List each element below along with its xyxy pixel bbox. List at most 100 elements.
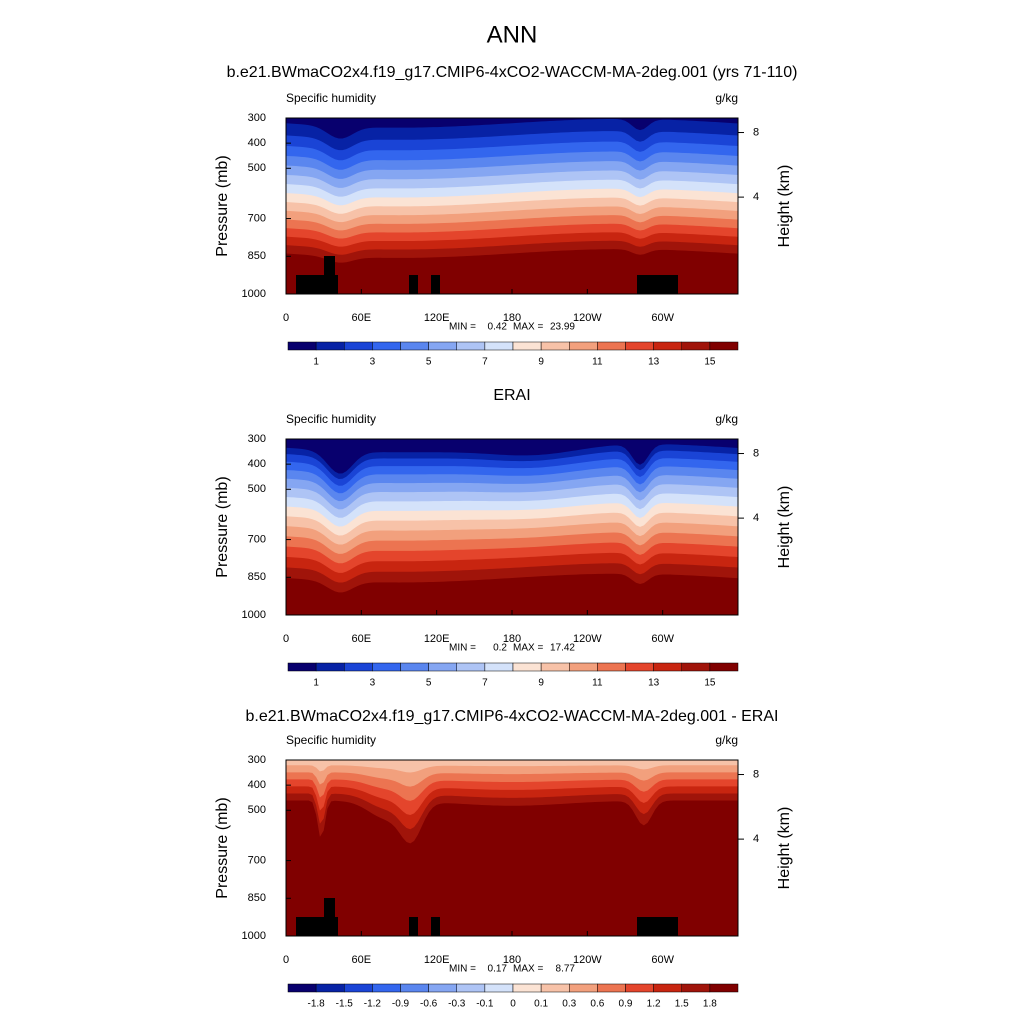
colorbar-label: 13 <box>648 678 660 689</box>
colorbar-box <box>372 662 401 672</box>
y2-axis-label: Height (km) <box>776 807 793 890</box>
min-value: 0.2 <box>493 643 507 654</box>
figure-title: ANN <box>487 21 538 48</box>
x-tick-label: 60W <box>651 633 674 645</box>
topography-mask <box>409 917 418 936</box>
colorbar-label: 5 <box>426 678 432 689</box>
x-tick-label: 60W <box>651 954 674 966</box>
contour-field <box>286 118 738 294</box>
colorbar-label: 0 <box>510 999 516 1010</box>
variable-label: Specific humidity <box>286 733 376 747</box>
colorbar-label: -0.3 <box>448 999 466 1010</box>
colorbar-box <box>456 341 486 351</box>
y-tick-label: 300 <box>248 433 266 445</box>
colorbar-box <box>484 341 514 351</box>
colorbar-box <box>709 983 739 993</box>
y-tick-label: 300 <box>248 112 266 124</box>
colorbar-box <box>569 662 598 672</box>
colorbar-box <box>372 341 401 351</box>
y-axis-label: Pressure (mb) <box>214 476 231 577</box>
topography-mask <box>296 917 338 936</box>
colorbar-label: 1.2 <box>647 999 661 1010</box>
colorbar-label: -0.1 <box>476 999 494 1010</box>
colorbar-label: 0.1 <box>534 999 548 1010</box>
units-label: g/kg <box>715 733 738 747</box>
y-tick-label: 850 <box>248 571 266 583</box>
y-tick-label: 400 <box>248 458 266 470</box>
colorbar-box <box>653 662 682 672</box>
contour-band <box>286 760 738 773</box>
y-tick-label: 700 <box>248 212 266 224</box>
colorbar-box <box>344 341 373 351</box>
colorbar-label: 3 <box>370 678 376 689</box>
y-tick-label: 500 <box>248 162 266 174</box>
topography-mask <box>431 917 440 936</box>
colorbar-box <box>344 662 373 672</box>
y-tick-label: 1000 <box>242 288 266 300</box>
colorbar-label: -0.6 <box>420 999 438 1010</box>
contour-band <box>286 439 738 474</box>
colorbar-label: -0.9 <box>392 999 410 1010</box>
colorbar-label: 9 <box>538 357 544 368</box>
x-tick-label: 180 <box>503 633 521 645</box>
panel-title: b.e21.BWmaCO2x4.f19_g17.CMIP6-4xCO2-WACC… <box>246 708 779 725</box>
topography-mask <box>324 898 335 917</box>
colorbar-box <box>569 341 598 351</box>
max-value: 8.77 <box>556 964 576 975</box>
colorbar-label: 7 <box>482 357 488 368</box>
y2-tick-label: 8 <box>753 768 759 780</box>
y-tick-label: 400 <box>248 137 266 149</box>
min-label: MIN = <box>449 322 476 333</box>
x-tick-label: 120W <box>573 312 602 324</box>
x-tick-label: 60E <box>352 312 372 324</box>
colorbar-label: 0.6 <box>590 999 604 1010</box>
topography-mask <box>637 275 678 294</box>
colorbar-box <box>400 662 429 672</box>
max-label: MAX = <box>513 322 543 333</box>
x-tick-label: 60E <box>352 633 372 645</box>
max-value: 23.99 <box>550 322 575 333</box>
x-tick-label: 120W <box>573 633 602 645</box>
x-tick-label: 180 <box>503 954 521 966</box>
colorbar-box <box>625 662 654 672</box>
colorbar-box <box>540 662 570 672</box>
y-tick-label: 850 <box>248 250 266 262</box>
x-tick-label: 60E <box>352 954 372 966</box>
colorbar-label: 5 <box>426 357 432 368</box>
colorbar-box <box>540 983 570 993</box>
x-tick-label: 120E <box>424 633 450 645</box>
x-tick-label: 0 <box>283 312 289 324</box>
colorbar-box <box>287 341 317 351</box>
colorbar-box <box>287 662 317 672</box>
colorbar-box <box>428 662 457 672</box>
colorbar-box <box>681 983 711 993</box>
colorbar-box <box>287 983 317 993</box>
y-tick-label: 850 <box>248 892 266 904</box>
colorbar-box <box>681 341 711 351</box>
y-tick-label: 500 <box>248 483 266 495</box>
x-tick-label: 180 <box>503 312 521 324</box>
y-tick-label: 500 <box>248 804 266 816</box>
colorbar-label: 7 <box>482 678 488 689</box>
panel-title: ERAI <box>493 387 530 404</box>
colorbar-label: 3 <box>370 357 376 368</box>
colorbar-box <box>540 341 570 351</box>
colorbar-label: -1.8 <box>308 999 326 1010</box>
y-tick-label: 1000 <box>242 609 266 621</box>
colorbar-box <box>428 341 457 351</box>
colorbar-box <box>597 341 626 351</box>
y2-tick-label: 8 <box>753 447 759 459</box>
colorbar-label: 1 <box>313 357 319 368</box>
colorbar-label: 1.8 <box>703 999 717 1010</box>
colorbar-box <box>653 341 682 351</box>
min-label: MIN = <box>449 643 476 654</box>
colorbar-box <box>400 341 429 351</box>
y2-tick-label: 8 <box>753 126 759 138</box>
topography-mask <box>431 275 440 294</box>
contour-band <box>286 118 738 139</box>
min-value: 0.17 <box>488 964 508 975</box>
colorbar-box <box>512 662 542 672</box>
colorbar-box <box>456 983 486 993</box>
topography-mask <box>296 275 338 294</box>
